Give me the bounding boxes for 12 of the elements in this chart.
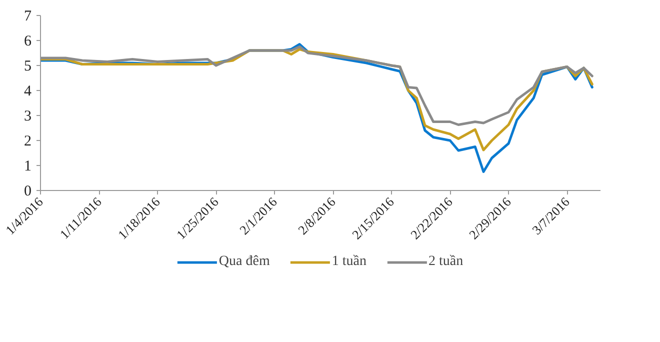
y-tick-label: 4 bbox=[24, 84, 32, 100]
y-tick-label: 5 bbox=[24, 58, 32, 74]
y-tick-label: 0 bbox=[24, 184, 32, 200]
line-series bbox=[40, 46, 594, 126]
y-tick-label: 7 bbox=[24, 8, 32, 24]
y-tick-label: 1 bbox=[24, 158, 32, 174]
y-tick-label: 6 bbox=[24, 34, 32, 50]
legend-label: Qua đêm bbox=[218, 254, 270, 270]
y-tick-label: 2 bbox=[24, 134, 32, 150]
legend-label: 1 tuần bbox=[332, 254, 366, 270]
legend-label: 2 tuần bbox=[428, 254, 464, 270]
y-tick-label: 3 bbox=[24, 108, 32, 124]
